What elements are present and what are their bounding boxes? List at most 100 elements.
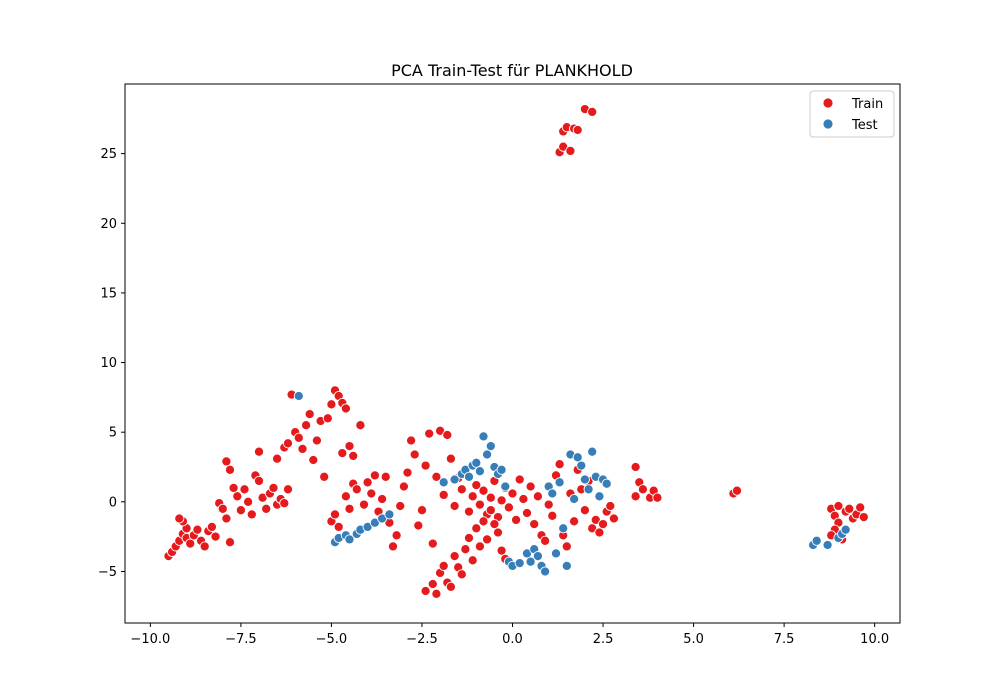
test-point (601, 478, 612, 489)
x-tick-label: −5.0 (316, 632, 348, 647)
train-point (858, 512, 869, 523)
test-point (471, 457, 482, 468)
test-point (579, 474, 590, 485)
y-tick-label: 0 (109, 495, 117, 510)
train-point (431, 471, 442, 482)
train-point (329, 509, 341, 520)
train-point (344, 503, 355, 514)
test-point (474, 466, 485, 477)
train-point (521, 507, 533, 519)
train-point (217, 503, 228, 514)
train-point (478, 516, 489, 527)
train-point (282, 484, 294, 495)
test-point (449, 474, 460, 485)
train-point (224, 537, 236, 548)
train-point (243, 496, 254, 507)
train-point (402, 467, 413, 478)
train-point (369, 470, 380, 481)
train-point (206, 521, 217, 532)
test-point (558, 523, 569, 534)
train-point (366, 488, 377, 499)
x-tick-label: 0.0 (502, 632, 523, 647)
test-point (496, 464, 507, 475)
train-point (594, 527, 605, 538)
train-point (449, 551, 460, 562)
train-point (652, 492, 663, 503)
test-point (587, 446, 598, 457)
train-point (438, 560, 449, 571)
train-point (630, 461, 641, 473)
test-point (293, 390, 304, 402)
train-point (340, 491, 351, 502)
train-point (427, 578, 438, 590)
train-point (395, 500, 406, 512)
test-point (514, 558, 525, 569)
test-point (550, 548, 562, 559)
train-point (232, 491, 243, 502)
train-point (485, 492, 496, 503)
train-point (351, 484, 362, 495)
train-point (471, 480, 482, 491)
train-point (532, 491, 543, 502)
train-point (467, 491, 478, 502)
train-point (442, 429, 453, 441)
train-point (355, 420, 366, 431)
train-point (485, 505, 496, 516)
test-point (525, 556, 536, 567)
test-point (547, 488, 558, 499)
train-point (587, 106, 598, 117)
train-point (572, 124, 583, 136)
test-point (532, 551, 543, 562)
test-point (561, 560, 572, 571)
legend-train-marker (822, 97, 834, 109)
test-point (811, 535, 822, 546)
train-point (565, 145, 576, 156)
legend: Train Test (809, 90, 895, 138)
train-point (333, 521, 344, 532)
x-tick-label: 7.5 (774, 632, 795, 647)
train-point (297, 443, 308, 454)
train-point (543, 499, 554, 510)
test-point (482, 449, 493, 460)
train-point (492, 527, 504, 538)
test-point (438, 477, 449, 488)
y-tick-label: 5 (109, 426, 117, 441)
test-point (576, 460, 587, 471)
train-point (221, 456, 232, 467)
train-point (431, 588, 442, 599)
train-point (489, 519, 500, 530)
train-point (253, 475, 265, 486)
chart-title: PCA Train-Test für PLANKHOLD (391, 61, 633, 80)
train-point (268, 482, 279, 493)
test-point (594, 491, 605, 502)
test-point (463, 471, 475, 482)
y-tick-label: 25 (100, 147, 117, 162)
train-point (518, 493, 529, 505)
train-point (282, 438, 294, 449)
train-point (844, 503, 855, 514)
train-point (279, 498, 290, 509)
train-point (311, 435, 322, 446)
train-point (525, 481, 536, 492)
train-point (637, 484, 648, 495)
train-point (235, 505, 246, 516)
train-point (496, 545, 507, 556)
train-point (471, 523, 482, 534)
test-point (572, 452, 583, 463)
train-point (348, 450, 359, 461)
x-tick-label: −2.5 (406, 632, 438, 647)
test-point (485, 441, 496, 452)
train-point (358, 499, 370, 510)
train-point (340, 403, 351, 414)
train-point (496, 495, 507, 506)
y-axis: −5 0 5 10 15 20 25 (98, 147, 125, 580)
train-point (239, 484, 250, 495)
train-point (554, 459, 565, 470)
train-point (319, 471, 330, 482)
train-point (406, 435, 417, 446)
y-tick-label: 20 (100, 217, 117, 232)
train-point (474, 499, 485, 510)
legend-test-marker (822, 118, 834, 130)
legend-train-label: Train (851, 97, 883, 112)
